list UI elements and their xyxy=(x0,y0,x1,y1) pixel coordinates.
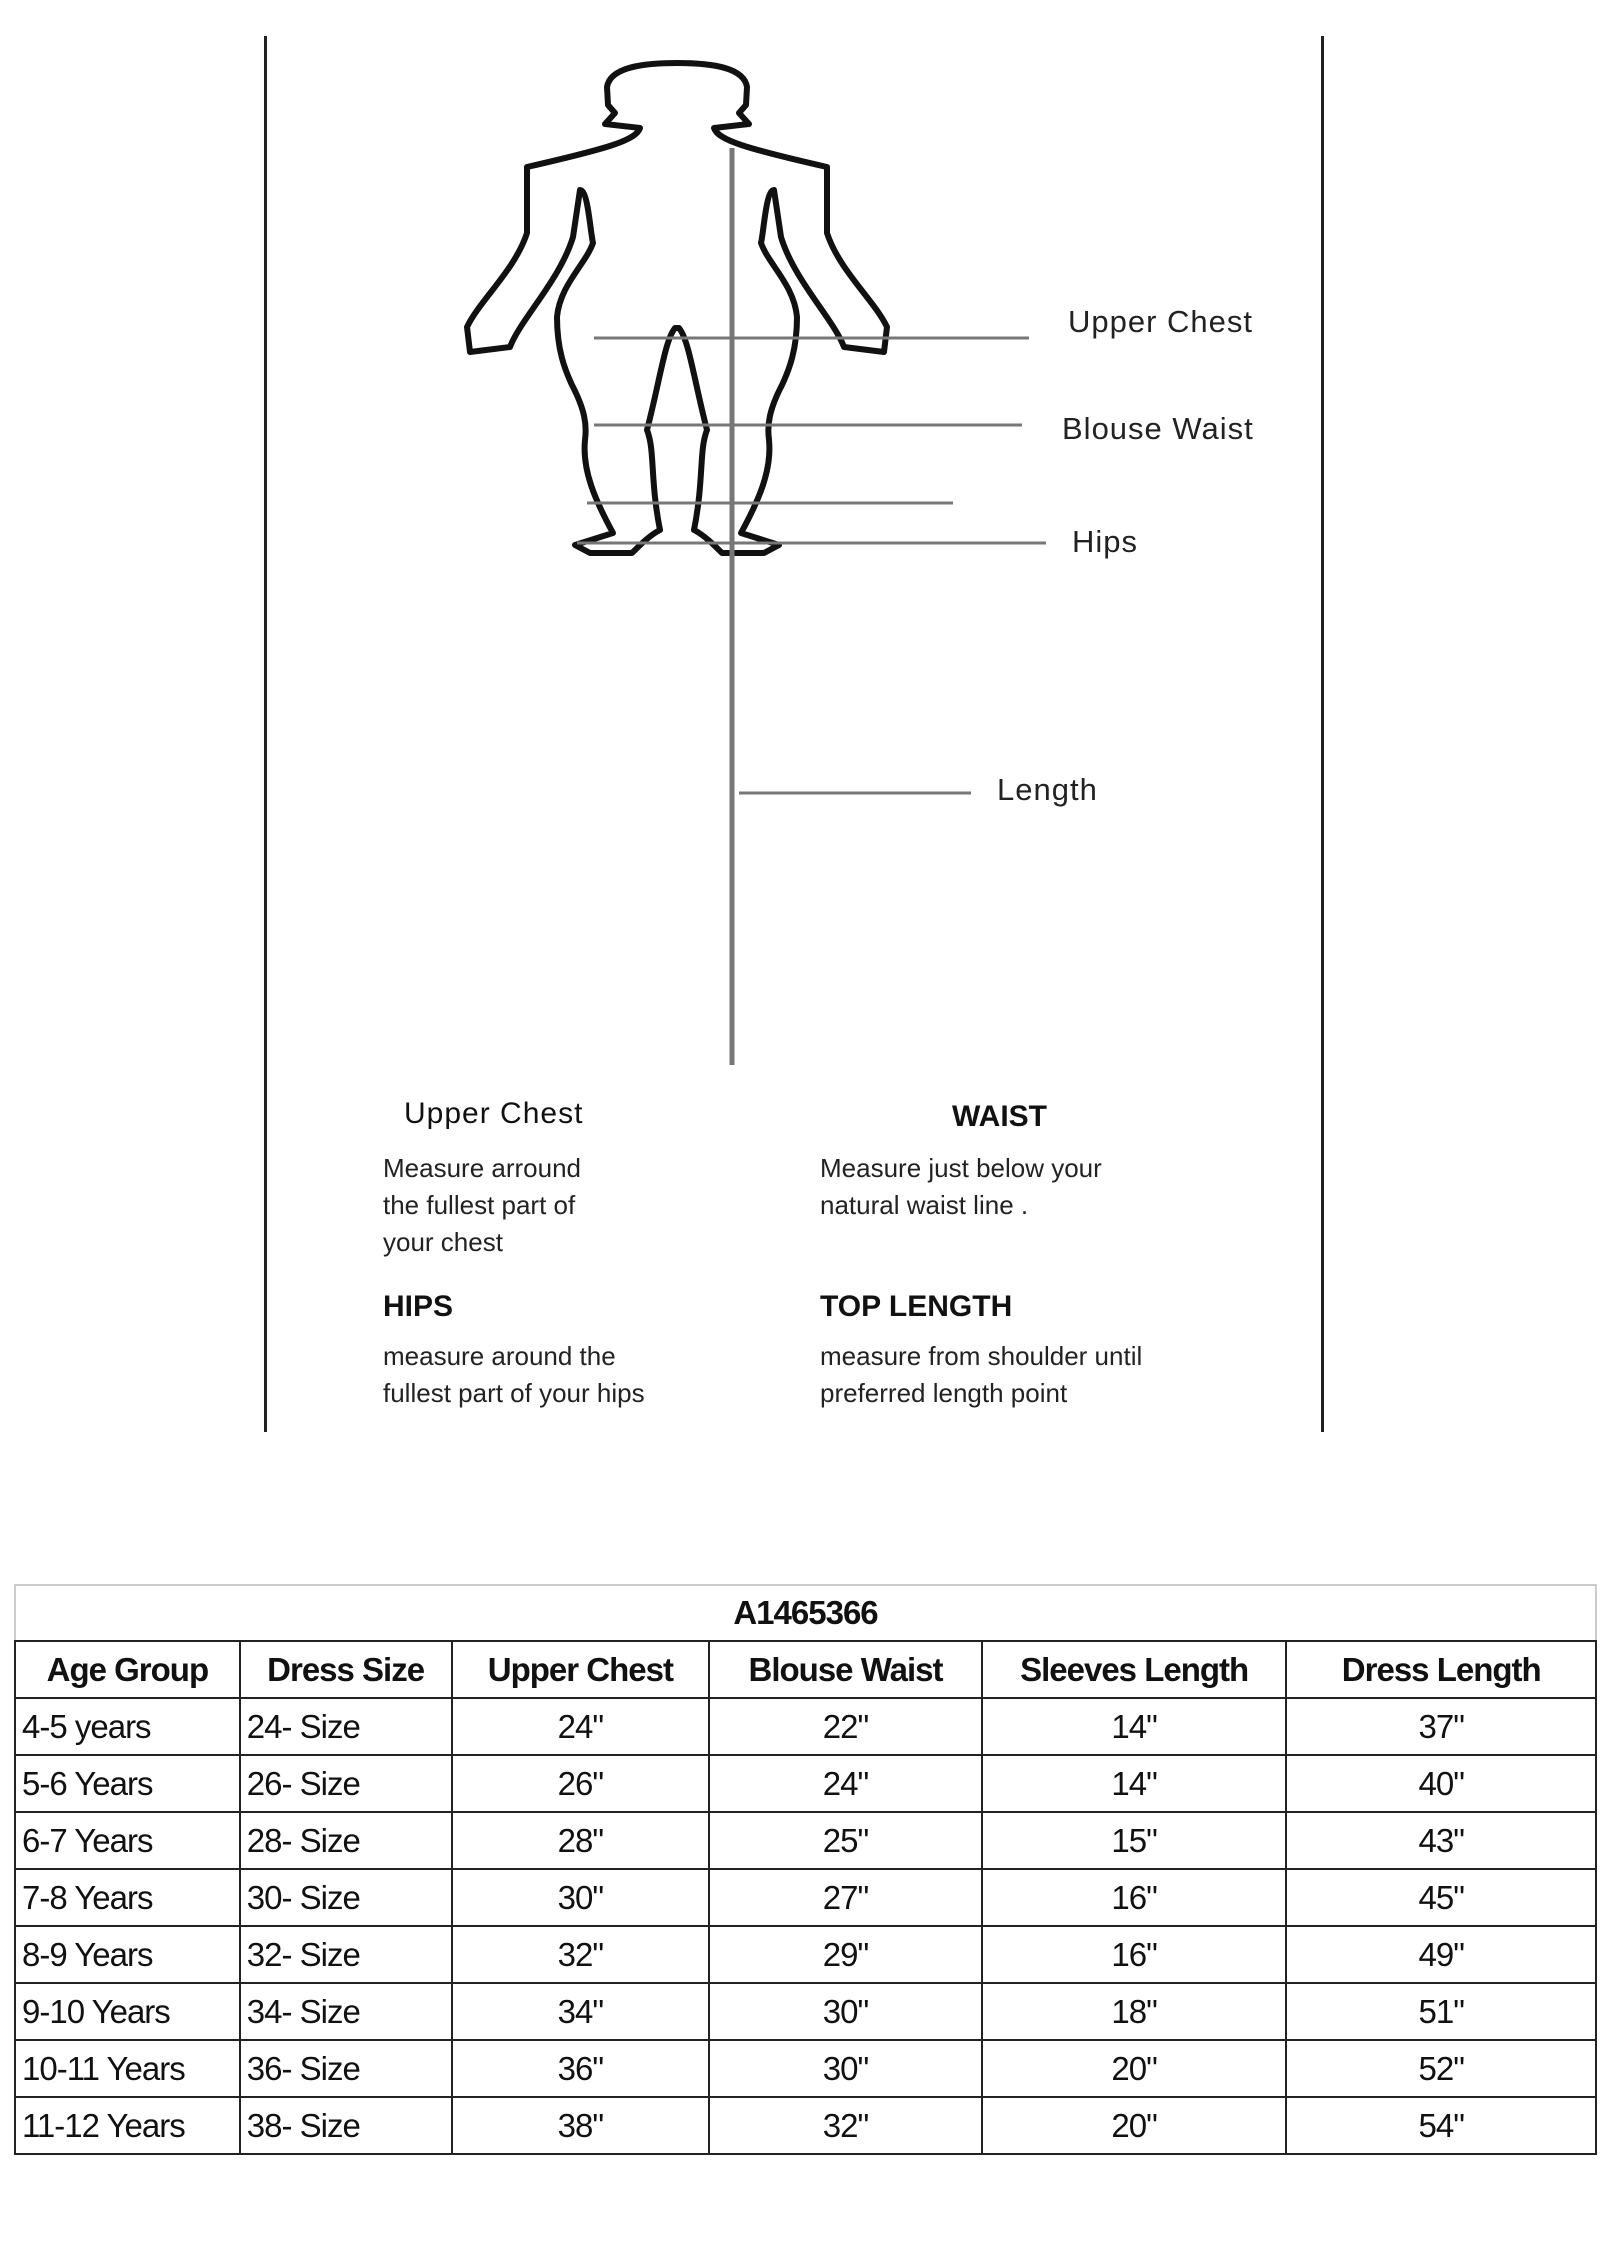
table-row: 7-8 Years 30- Size 30" 27" 16" 45" xyxy=(14,1868,1597,1927)
table-row: 4-5 years 24- Size 24" 22" 14" 37" xyxy=(14,1697,1597,1756)
cell-dress-size: 36- Size xyxy=(238,2039,453,2098)
cell-dress-size: 24- Size xyxy=(238,1697,453,1756)
cell-blouse-waist: 32" xyxy=(708,2096,983,2155)
cell-upper-chest: 28" xyxy=(450,1811,711,1870)
body-measurement-figure xyxy=(464,0,1046,1065)
header-blouse-waist: Blouse Waist xyxy=(708,1640,983,1699)
table-row: 5-6 Years 26- Size 26" 24" 14" 40" xyxy=(14,1754,1597,1813)
cell-blouse-waist: 24" xyxy=(708,1754,983,1813)
cell-blouse-waist: 29" xyxy=(708,1925,983,1984)
table-title: A1465366 xyxy=(14,1584,1597,1642)
cell-upper-chest: 32" xyxy=(450,1925,711,1984)
cell-age-group: 4-5 years xyxy=(14,1697,241,1756)
header-upper-chest: Upper Chest xyxy=(450,1640,711,1699)
cell-dress-size: 26- Size xyxy=(238,1754,453,1813)
label-length: Length xyxy=(997,772,1098,807)
cell-upper-chest: 26" xyxy=(450,1754,711,1813)
size-chart-table: A1465366 Age Group Dress Size Upper Ches… xyxy=(14,1584,1597,2155)
cell-blouse-waist: 30" xyxy=(708,2039,983,2098)
cell-dress-length: 52" xyxy=(1285,2039,1597,2098)
cell-age-group: 8-9 Years xyxy=(14,1925,241,1984)
cell-dress-length: 43" xyxy=(1285,1811,1597,1870)
cell-dress-length: 40" xyxy=(1285,1754,1597,1813)
instruction-heading-top-length: TOP LENGTH xyxy=(820,1290,1013,1323)
cell-dress-size: 38- Size xyxy=(238,2096,453,2155)
cell-blouse-waist: 25" xyxy=(708,1811,983,1870)
cell-upper-chest: 24" xyxy=(450,1697,711,1756)
cell-dress-length: 37" xyxy=(1285,1697,1597,1756)
cell-sleeves-length: 15" xyxy=(980,1811,1288,1870)
instruction-text-hips: measure around the fullest part of your … xyxy=(383,1341,645,1408)
cell-age-group: 5-6 Years xyxy=(14,1754,241,1813)
cell-dress-length: 45" xyxy=(1285,1868,1597,1927)
cell-dress-length: 51" xyxy=(1285,1982,1597,2041)
cell-dress-size: 30- Size xyxy=(238,1868,453,1927)
instruction-text-top-length: measure from shoulder until preferred le… xyxy=(820,1341,1143,1408)
cell-upper-chest: 38" xyxy=(450,2096,711,2155)
table-row: 10-11 Years 36- Size 36" 30" 20" 52" xyxy=(14,2039,1597,2098)
cell-age-group: 7-8 Years xyxy=(14,1868,241,1927)
instruction-heading-upper-chest: Upper Chest xyxy=(404,1097,584,1130)
cell-age-group: 11-12 Years xyxy=(14,2096,241,2155)
table-header-row: Age Group Dress Size Upper Chest Blouse … xyxy=(14,1640,1597,1699)
frame-left-border xyxy=(264,36,267,1432)
header-dress-length: Dress Length xyxy=(1285,1640,1597,1699)
cell-upper-chest: 34" xyxy=(450,1982,711,2041)
cell-sleeves-length: 20" xyxy=(980,2039,1288,2098)
cell-sleeves-length: 18" xyxy=(980,1982,1288,2041)
cell-dress-length: 49" xyxy=(1285,1925,1597,1984)
cell-upper-chest: 36" xyxy=(450,2039,711,2098)
cell-sleeves-length: 14" xyxy=(980,1754,1288,1813)
cell-blouse-waist: 27" xyxy=(708,1868,983,1927)
cell-age-group: 9-10 Years xyxy=(14,1982,241,2041)
table-row: 9-10 Years 34- Size 34" 30" 18" 51" xyxy=(14,1982,1597,2041)
cell-blouse-waist: 30" xyxy=(708,1982,983,2041)
cell-blouse-waist: 22" xyxy=(708,1697,983,1756)
table-row: 8-9 Years 32- Size 32" 29" 16" 49" xyxy=(14,1925,1597,1984)
cell-dress-size: 32- Size xyxy=(238,1925,453,1984)
cell-dress-size: 34- Size xyxy=(238,1982,453,2041)
table-title-row: A1465366 xyxy=(14,1584,1597,1642)
frame-right-border xyxy=(1321,36,1324,1432)
label-blouse-waist: Blouse Waist xyxy=(1062,411,1254,446)
cell-age-group: 6-7 Years xyxy=(14,1811,241,1870)
instruction-heading-waist: WAIST xyxy=(952,1100,1047,1133)
instruction-text-waist: Measure just below your natural waist li… xyxy=(820,1153,1102,1220)
body-silhouette xyxy=(464,63,887,556)
header-sleeves-length: Sleeves Length xyxy=(980,1640,1288,1699)
cell-age-group: 10-11 Years xyxy=(14,2039,241,2098)
cell-sleeves-length: 16" xyxy=(980,1868,1288,1927)
cell-sleeves-length: 20" xyxy=(980,2096,1288,2155)
instruction-heading-hips: HIPS xyxy=(383,1290,454,1323)
table-row: 11-12 Years 38- Size 38" 32" 20" 54" xyxy=(14,2096,1597,2155)
label-upper-chest: Upper Chest xyxy=(1068,304,1254,339)
cell-sleeves-length: 16" xyxy=(980,1925,1288,1984)
measurement-lines xyxy=(577,148,1046,1065)
cell-upper-chest: 30" xyxy=(450,1868,711,1927)
cell-dress-size: 28- Size xyxy=(238,1811,453,1870)
label-hips: Hips xyxy=(1072,524,1139,559)
cell-dress-length: 54" xyxy=(1285,2096,1597,2155)
cell-sleeves-length: 14" xyxy=(980,1697,1288,1756)
header-dress-size: Dress Size xyxy=(238,1640,453,1699)
header-age-group: Age Group xyxy=(14,1640,241,1699)
table-row: 6-7 Years 28- Size 28" 25" 15" 43" xyxy=(14,1811,1597,1870)
instruction-text-upper-chest: Measure arround the fullest part of your… xyxy=(383,1153,581,1257)
